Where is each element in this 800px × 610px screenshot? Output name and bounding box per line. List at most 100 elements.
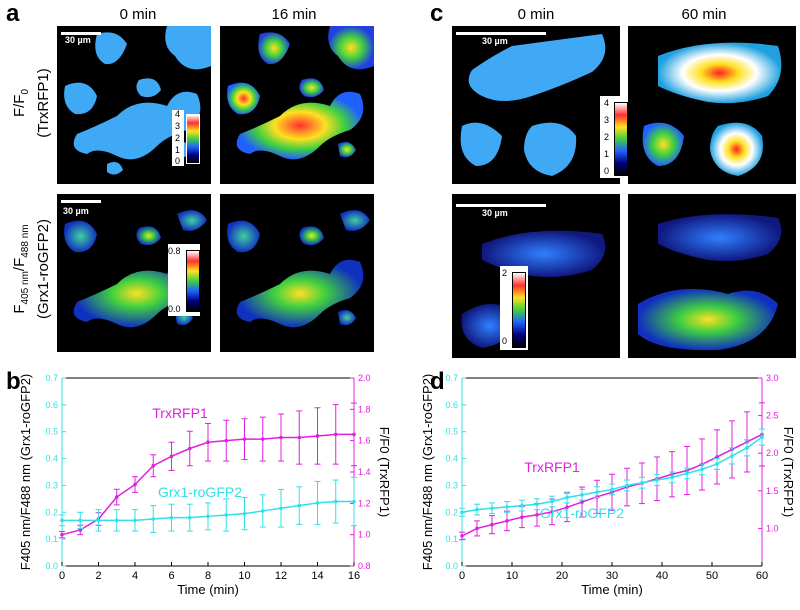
data-point xyxy=(187,446,192,451)
data-point xyxy=(685,471,689,476)
y-left-tick-label: 0.0 xyxy=(445,561,458,571)
data-point xyxy=(460,534,464,538)
panel-a-col1-title: 0 min xyxy=(119,6,157,23)
micrograph-a-trx-16min xyxy=(220,26,374,184)
data-point xyxy=(745,446,749,450)
y-left-tick-label: 0.3 xyxy=(45,480,58,490)
y-right-tick-label: 2.0 xyxy=(358,373,371,383)
data-point xyxy=(96,518,101,523)
y-left-tick-label: 0.5 xyxy=(45,427,58,437)
data-point xyxy=(490,522,494,527)
data-point xyxy=(242,437,247,441)
colorbar-tick: 0 xyxy=(175,156,181,166)
y-left-tick-label: 0.3 xyxy=(445,480,458,490)
micrograph-a-grx-16min xyxy=(220,194,374,352)
y-right-tick-label: 1.2 xyxy=(358,498,371,508)
chart-d: 0 10 20 30 40 50 60 0.0 0.1 0.2 0.3 0.4 0.5 0.6 0.7 1.0… xyxy=(420,373,796,597)
colorbar-tick: 2 xyxy=(502,268,508,278)
data-point xyxy=(352,499,356,504)
panel-c-label: c xyxy=(430,0,444,27)
y-left-tick-label: 0.1 xyxy=(445,534,458,544)
y-left-tick-label: 0.4 xyxy=(445,454,458,464)
x-tick-label: 0 xyxy=(459,570,465,582)
x-tick-label: 6 xyxy=(168,570,174,582)
data-point xyxy=(60,532,64,537)
scale-bar-label: 30 µm xyxy=(482,208,508,218)
colorbar-tick: 2 xyxy=(604,132,610,142)
scale-bar xyxy=(456,32,546,35)
x-tick-label: 40 xyxy=(656,570,668,582)
data-point xyxy=(565,495,569,500)
colorbar-tick: 0 xyxy=(604,166,610,176)
colorbar-tick: 3 xyxy=(604,115,610,125)
y-right-tick-label: 1.8 xyxy=(358,404,371,414)
y-left-tick-label: 0.6 xyxy=(45,400,58,410)
colorbar-tick: 0.0 xyxy=(168,304,181,314)
data-point xyxy=(505,519,509,523)
y-right-tick-label: 1.0 xyxy=(358,530,371,540)
y-right-tick-label: 3.0 xyxy=(766,373,779,383)
data-point xyxy=(187,515,192,520)
data-point xyxy=(535,502,539,507)
x-tick-label: 8 xyxy=(205,570,211,582)
colorbar-c-trx xyxy=(614,102,628,176)
data-point xyxy=(333,432,338,437)
series-label: Grx1-roGFP2 xyxy=(540,505,624,521)
y-left-tick-label: 0.4 xyxy=(45,454,58,464)
data-point xyxy=(610,487,614,492)
micrograph-c-trx-60min xyxy=(628,26,796,184)
data-point xyxy=(475,526,479,531)
data-point xyxy=(78,518,83,523)
scale-bar xyxy=(61,200,101,203)
data-point xyxy=(715,455,719,459)
micrograph-c-grx-60min xyxy=(628,194,796,358)
data-point xyxy=(655,478,659,482)
x-axis-label: Time (min) xyxy=(581,582,643,597)
panel-c-col1-title: 0 min xyxy=(517,6,555,23)
x-tick-label: 4 xyxy=(132,570,138,582)
data-point xyxy=(535,513,539,517)
data-point xyxy=(133,518,137,523)
x-tick-label: 2 xyxy=(95,570,101,582)
colorbar-tick: 3 xyxy=(175,121,181,131)
micrograph-c-grx-0min: 30 µm xyxy=(452,194,620,358)
panel-a-label: a xyxy=(6,0,20,27)
y-right-tick-label: 0.8 xyxy=(358,561,371,571)
x-tick-label: 20 xyxy=(556,570,568,582)
data-point xyxy=(505,505,509,509)
series-label: TrxRFP1 xyxy=(524,459,580,475)
data-point xyxy=(114,518,119,523)
colorbar-tick: 2 xyxy=(175,133,181,143)
data-point xyxy=(260,437,265,441)
data-point xyxy=(297,435,302,440)
data-point xyxy=(315,501,320,505)
y-left-tick-label: 0.1 xyxy=(45,534,58,544)
colorbar-c-grx xyxy=(512,272,526,348)
data-point xyxy=(333,499,338,504)
x-tick-label: 60 xyxy=(756,570,768,582)
data-point xyxy=(520,515,524,519)
x-tick-label: 10 xyxy=(238,570,250,582)
data-point xyxy=(224,438,229,443)
data-point xyxy=(260,509,265,513)
panel-c-col2-title: 60 min xyxy=(681,6,727,23)
colorbar-tick: 4 xyxy=(604,98,610,108)
panel-a-col2-title: 16 min xyxy=(271,6,317,23)
data-point xyxy=(580,493,584,497)
y-left-tick-label: 0.6 xyxy=(445,400,458,410)
data-point xyxy=(151,517,156,521)
data-point xyxy=(279,506,283,511)
data-point xyxy=(640,480,644,485)
y-left-tick-label: 0.2 xyxy=(45,507,58,517)
y-left-tick-label: 0.2 xyxy=(445,507,458,517)
data-point xyxy=(78,528,83,532)
scale-bar-label: 30 µm xyxy=(63,206,89,216)
data-point xyxy=(700,467,704,472)
y-right-axis-label: F/F0 (TrxRFP1) xyxy=(377,427,392,518)
x-axis-label: Time (min) xyxy=(177,582,239,597)
data-point xyxy=(580,500,584,504)
y-left-tick-label: 0.7 xyxy=(445,373,458,383)
data-point xyxy=(297,503,302,508)
data-point xyxy=(730,454,734,458)
data-point xyxy=(550,499,554,504)
